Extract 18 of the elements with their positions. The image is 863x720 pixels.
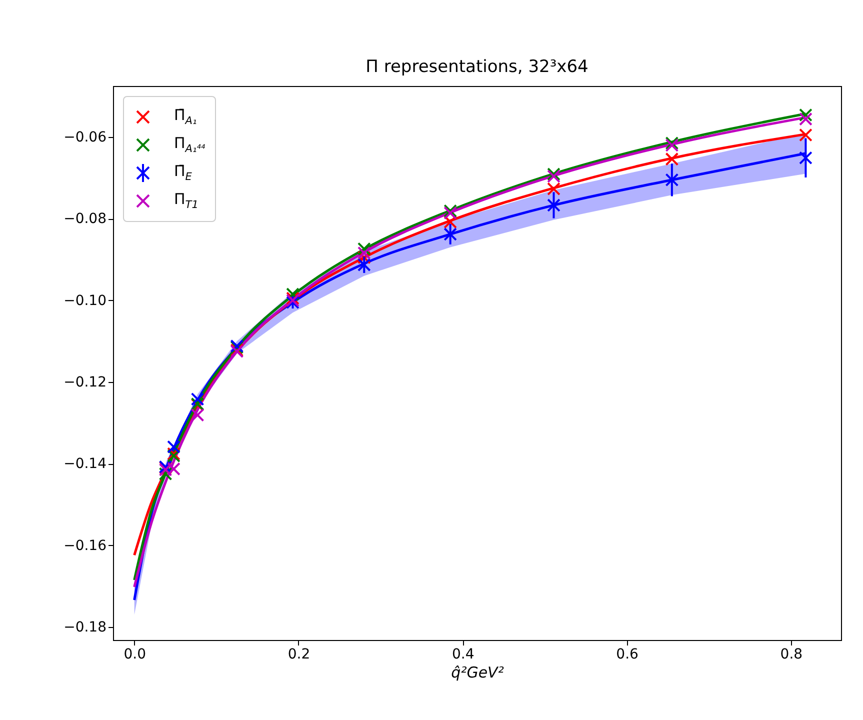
y-tick-label: −0.14 xyxy=(64,456,107,472)
y-tick-label: −0.18 xyxy=(64,619,106,636)
x-tick-label: 0.2 xyxy=(288,646,310,662)
chart-title: Π representations, 32³x64 xyxy=(366,57,588,77)
legend-label: Π̄$_{E}$ xyxy=(174,162,192,183)
x-tick-label: 0.4 xyxy=(452,646,474,662)
y-tick-label: −0.12 xyxy=(64,374,106,390)
y-tick-label: −0.10 xyxy=(64,292,106,309)
x-tick-label: 0.0 xyxy=(124,646,146,662)
x-tick-label: 0.8 xyxy=(780,646,803,662)
legend-label: Π$_{A₁⁴⁴}$ xyxy=(174,134,206,155)
y-tick-label: −0.06 xyxy=(64,130,107,146)
y-tick-label: −0.16 xyxy=(64,538,107,554)
x-tick-label: 0.6 xyxy=(616,646,639,662)
x-axis-title: q̂²GeV² xyxy=(451,664,504,682)
legend-label: Π̄$_{A₁}$ xyxy=(174,106,197,127)
y-tick-label: −0.08 xyxy=(64,211,106,228)
legend-label: Π$_{T1}$ xyxy=(174,190,198,211)
